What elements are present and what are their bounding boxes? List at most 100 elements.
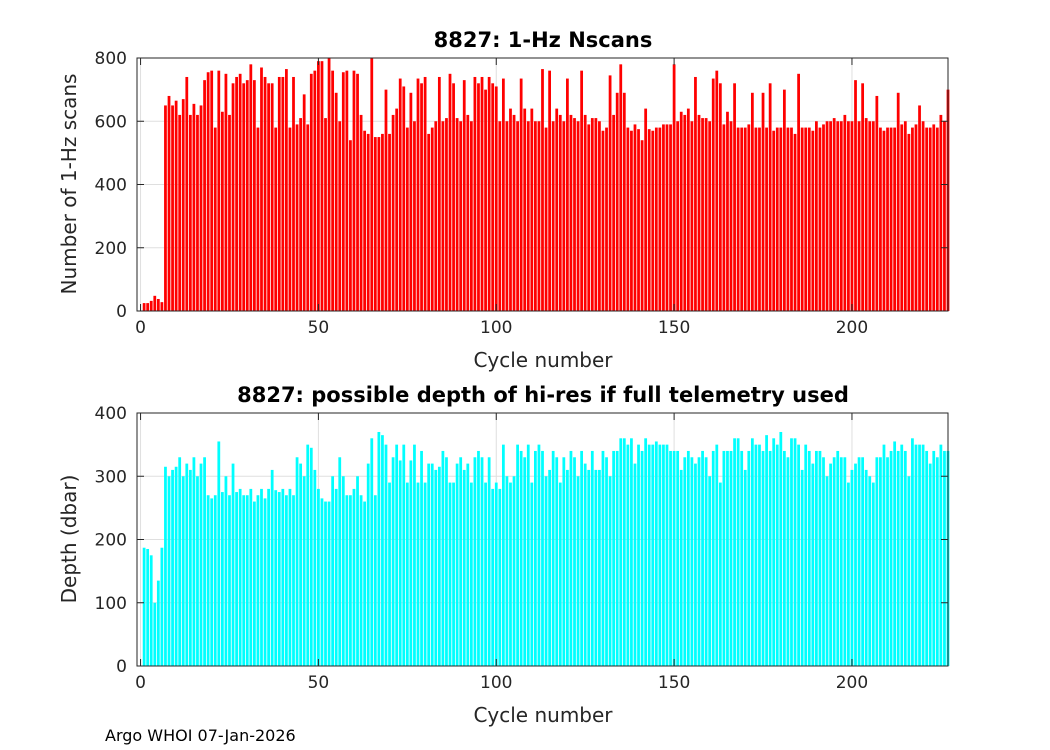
nscans-bar [829,121,832,311]
nscans-bar [569,114,573,311]
depth-ytick-label: 0 [116,657,127,677]
nscans-bar [181,99,185,311]
nscans-bar [263,76,267,311]
nscans-bar [836,121,840,311]
depth-bar [317,488,320,666]
depth-bar [587,469,591,666]
nscans-bar [907,133,911,311]
nscans-bar [437,76,441,311]
nscans-bar [402,86,406,312]
nscans-bar [637,129,640,311]
depth-bar [541,450,544,666]
nscans-bar [196,114,199,311]
depth-bar [619,438,623,666]
nscans-xtick-label: 50 [308,318,330,338]
depth-bar [850,469,854,666]
nscans-bar [893,127,897,311]
nscans-bar [612,114,616,311]
nscans-bar [377,137,381,311]
depth-bar [188,469,192,666]
depth-chart-xlabel: Cycle number [473,703,613,727]
nscans-bar [818,127,822,311]
depth-bar [815,450,818,666]
nscans-bar [765,127,768,311]
nscans-bar [242,83,246,311]
nscans-bar [622,92,626,311]
nscans-bar [498,121,502,311]
nscans-bar [217,70,221,312]
nscans-bar [640,140,644,311]
depth-bar [398,460,402,666]
depth-bar [829,463,832,666]
depth-bar [804,444,808,667]
nscans-bar [416,78,420,311]
nscans-chart-ticks: 0 50 100 150 200 0 200 400 600 800 [95,49,948,338]
depth-bar [295,457,299,666]
depth-bar [551,450,555,666]
nscans-bar [494,86,498,312]
depth-bar [146,548,150,666]
nscans-bar [317,61,320,311]
depth-bar [608,476,612,666]
depth-bar [722,450,726,666]
depth-chart: 8827: possible depth of hi-res if full t… [57,383,950,727]
nscans-bar [430,127,434,311]
nscans-bar [850,121,854,311]
depth-bar [868,476,872,666]
depth-bar [768,450,772,666]
depth-bar [662,444,665,667]
depth-bar [235,492,238,666]
depth-bar [277,492,281,666]
nscans-bar [153,295,157,311]
depth-bar [263,498,267,666]
nscans-bar [555,108,559,311]
nscans-bar [868,121,872,311]
depth-bar [530,482,534,666]
depth-bar [861,457,865,666]
depth-chart-bars [142,431,950,667]
depth-bar [779,431,783,666]
nscans-bar [484,89,487,312]
nscans-bar [405,127,409,311]
depth-bar [555,457,559,666]
depth-bar [750,438,754,666]
depth-bar [267,488,270,666]
depth-bar [164,466,167,666]
depth-bar [441,450,445,666]
depth-bar [491,488,495,666]
depth-bar [217,441,221,666]
depth-bar [573,457,576,666]
nscans-bar [793,133,797,311]
nscans-bar [587,124,591,311]
depth-chart-title: 8827: possible depth of hi-res if full t… [237,383,849,407]
nscans-bar [149,300,153,311]
depth-bar [576,476,580,666]
depth-bar [914,444,918,667]
depth-bar [598,469,601,666]
nscans-bar [647,129,651,311]
nscans-bar [541,69,544,311]
depth-bar [153,602,157,666]
depth-bar [601,450,605,666]
depth-bar [181,476,185,666]
nscans-xtick-label: 0 [135,318,146,338]
nscans-bar [815,121,818,311]
depth-bar [509,482,512,666]
nscans-chart-xlabel: Cycle number [473,348,613,372]
depth-bar [455,463,459,666]
depth-bar [729,450,733,666]
nscans-bar [267,83,270,311]
depth-bar [647,444,651,667]
depth-bar [210,498,214,666]
nscans-bar [452,83,455,311]
nscans-bar [281,76,285,311]
nscans-ytick-label: 0 [116,302,127,322]
nscans-bar [156,298,160,311]
depth-bar [761,450,765,666]
nscans-bar [185,76,189,311]
nscans-bar [822,124,825,311]
nscans-bar [928,127,932,311]
nscans-bar [779,127,783,311]
depth-bar [381,435,384,666]
nscans-bar [932,124,936,311]
